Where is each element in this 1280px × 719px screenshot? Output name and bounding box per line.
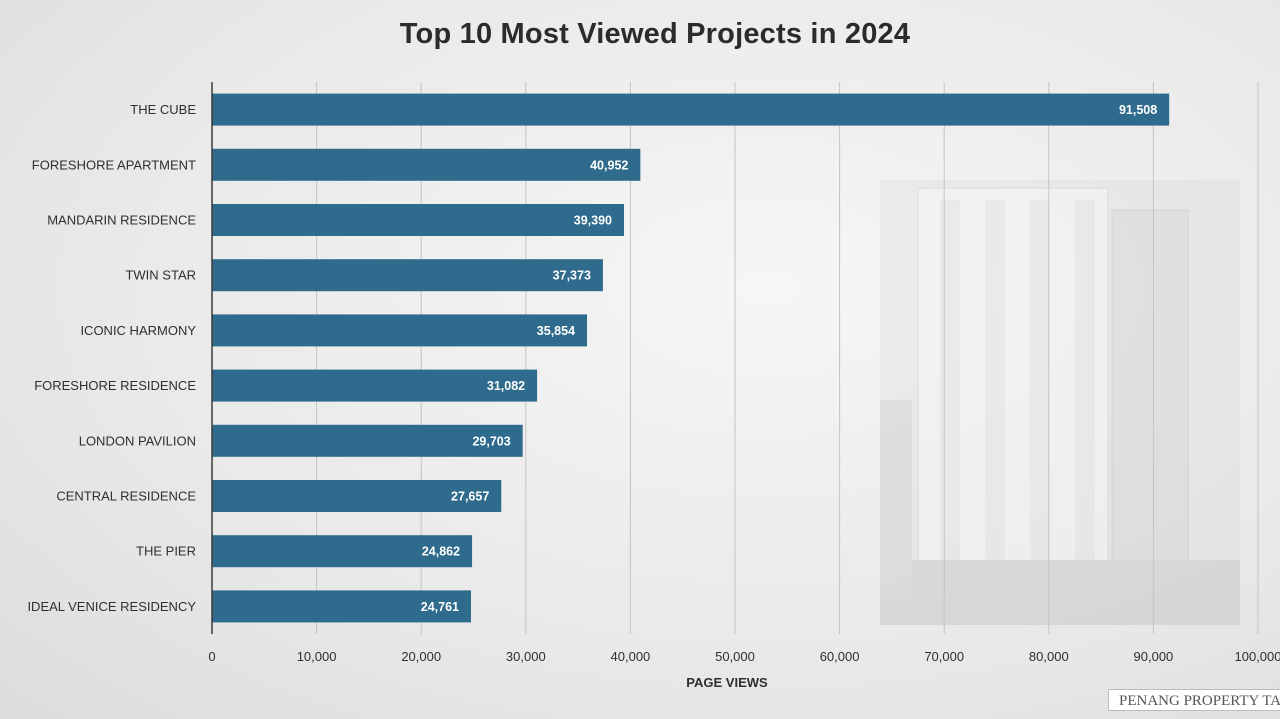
category-label: TWIN STAR [125, 268, 196, 283]
bar [212, 590, 472, 623]
x-tick-label: 100,000 [1235, 649, 1280, 664]
bars [212, 93, 1170, 623]
x-tick-label: 40,000 [611, 649, 651, 664]
bar [212, 204, 625, 236]
bar [212, 480, 502, 512]
data-label: 27,657 [451, 490, 489, 504]
building-illustration [880, 180, 1240, 625]
x-tick-label: 80,000 [1029, 649, 1069, 664]
data-label: 40,952 [590, 158, 628, 172]
bar [212, 535, 473, 568]
x-axis-ticks: 0 10,000 20,000 30,000 40,000 50,000 60,000 70,… [208, 649, 1280, 664]
category-labels: THE CUBE FORESHORE APARTMENT MANDARIN RESI… [27, 102, 196, 614]
watermark-logo: PENANG PROPERTY TALK [1108, 689, 1280, 711]
data-label: 39,390 [574, 214, 612, 228]
data-label: 37,373 [553, 269, 591, 283]
data-label: 29,703 [472, 434, 510, 448]
bar [212, 314, 588, 347]
x-tick-label: 0 [208, 649, 215, 664]
x-tick-label: 70,000 [924, 649, 964, 664]
data-label: 31,082 [487, 379, 525, 393]
x-tick-label: 50,000 [715, 649, 755, 664]
category-label: FORESHORE RESIDENCE [34, 378, 196, 393]
bar [212, 369, 538, 402]
bar [212, 93, 1170, 126]
x-tick-label: 60,000 [820, 649, 860, 664]
data-label: 24,862 [422, 545, 460, 559]
bar [212, 148, 641, 181]
bar [212, 424, 523, 457]
data-label: 24,761 [421, 600, 459, 614]
value-labels: 91,508 40,952 39,390 37,373 35,854 31,082 29,7… [421, 103, 1157, 614]
category-label: ICONIC HARMONY [80, 323, 196, 338]
category-label: THE CUBE [130, 102, 196, 117]
data-label: 91,508 [1119, 103, 1157, 117]
category-label: FORESHORE APARTMENT [32, 157, 196, 172]
bar [212, 259, 603, 292]
data-label: 35,854 [537, 324, 575, 338]
x-tick-label: 30,000 [506, 649, 546, 664]
category-label: MANDARIN RESIDENCE [47, 213, 196, 228]
x-tick-label: 20,000 [401, 649, 441, 664]
x-tick-label: 90,000 [1134, 649, 1174, 664]
category-label: LONDON PAVILION [79, 433, 196, 448]
category-label: THE PIER [136, 544, 196, 559]
category-label: CENTRAL RESIDENCE [56, 489, 196, 504]
category-label: IDEAL VENICE RESIDENCY [27, 599, 196, 614]
chart-title: Top 10 Most Viewed Projects in 2024 [399, 18, 911, 50]
x-tick-label: 10,000 [297, 649, 337, 664]
x-axis-title: PAGE VIEWS [686, 675, 768, 690]
